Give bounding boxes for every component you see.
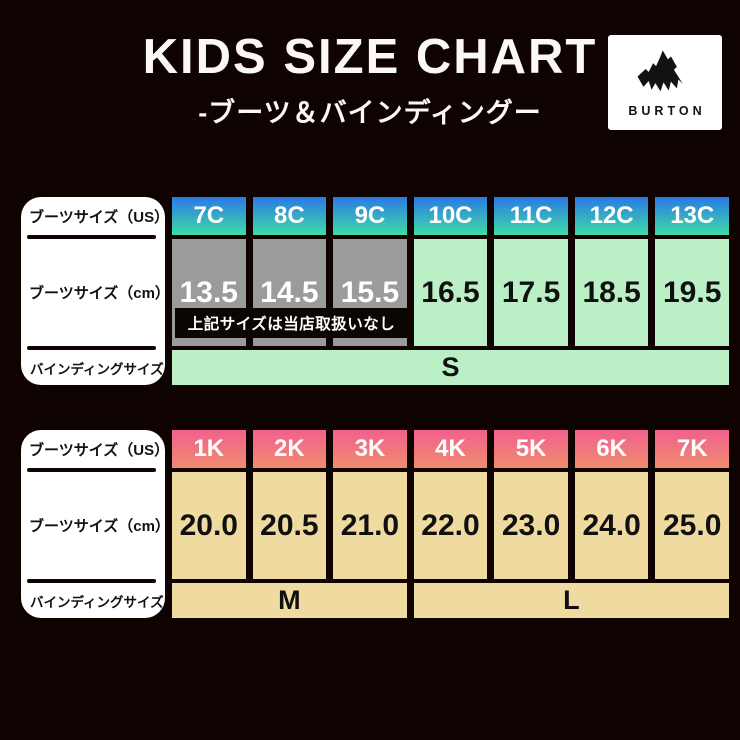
us-size-cell: 7C <box>172 197 246 235</box>
us-size-cell: 7K <box>655 430 729 468</box>
us-size-cell: 11C <box>494 197 568 235</box>
cm-size-cell: 18.5 <box>574 239 649 346</box>
us-size-cell: 13C <box>655 197 729 235</box>
page-subtitle: -ブーツ＆バインディングー <box>198 98 542 128</box>
binding-size-band: M <box>172 583 407 618</box>
row-label-binding: バインディングサイズ <box>30 361 164 377</box>
label-divider <box>27 346 156 350</box>
row-label-cm: ブーツサイズ（cm） <box>29 518 170 535</box>
row-label-us: ブーツサイズ（US） <box>29 208 170 226</box>
page-header: KIDS SIZE CHART -ブーツ＆バインディングー BURTON <box>0 0 740 197</box>
cm-size-cell: 20.0 <box>172 472 246 579</box>
row-label-cm: ブーツサイズ（cm） <box>29 285 170 302</box>
label-divider <box>27 468 156 472</box>
cm-size-cell: 19.5 <box>655 239 729 346</box>
cm-size-cell: 22.0 <box>413 472 488 579</box>
cm-size-cell: 23.0 <box>494 472 568 579</box>
binding-size-band: L <box>413 583 729 618</box>
us-size-cell: 6K <box>574 430 649 468</box>
us-size-cell: 3K <box>333 430 407 468</box>
binding-size-band: S <box>172 350 729 385</box>
us-size-cell: 8C <box>252 197 327 235</box>
us-size-cell: 1K <box>172 430 246 468</box>
us-size-cell: 4K <box>413 430 488 468</box>
size-table-k: ブーツサイズ（US） ブーツサイズ（cm） バインディングサイズ 1K 2K 3… <box>21 430 729 618</box>
row-label-box: ブーツサイズ（US） ブーツサイズ（cm） バインディングサイズ <box>21 430 170 618</box>
unavailable-note: 上記サイズは当店取扱いなし <box>175 308 408 338</box>
us-size-cell: 12C <box>574 197 649 235</box>
us-size-cell: 10C <box>413 197 488 235</box>
label-divider <box>27 579 156 583</box>
cm-size-cell: 17.5 <box>494 239 568 346</box>
size-table-c: ブーツサイズ（US） ブーツサイズ（cm） バインディングサイズ 7C 8C 9… <box>21 197 729 385</box>
label-divider <box>27 235 156 239</box>
row-label-binding: バインディングサイズ <box>30 594 164 610</box>
us-size-cell: 2K <box>252 430 327 468</box>
burton-logo: BURTON <box>608 35 722 130</box>
cm-size-cell: 21.0 <box>333 472 407 579</box>
row-label-us: ブーツサイズ（US） <box>29 441 170 459</box>
page-title: KIDS SIZE CHART <box>142 30 598 84</box>
cm-size-cell: 24.0 <box>574 472 649 579</box>
mountain-icon <box>627 47 703 101</box>
us-size-cell: 5K <box>494 430 568 468</box>
cm-size-cell: 20.5 <box>252 472 327 579</box>
burton-wordmark: BURTON <box>628 104 706 118</box>
cm-size-cell: 16.5 <box>413 239 488 346</box>
row-label-box: ブーツサイズ（US） ブーツサイズ（cm） バインディングサイズ <box>21 197 170 385</box>
us-size-cell: 9C <box>333 197 407 235</box>
cm-size-cell: 25.0 <box>655 472 729 579</box>
